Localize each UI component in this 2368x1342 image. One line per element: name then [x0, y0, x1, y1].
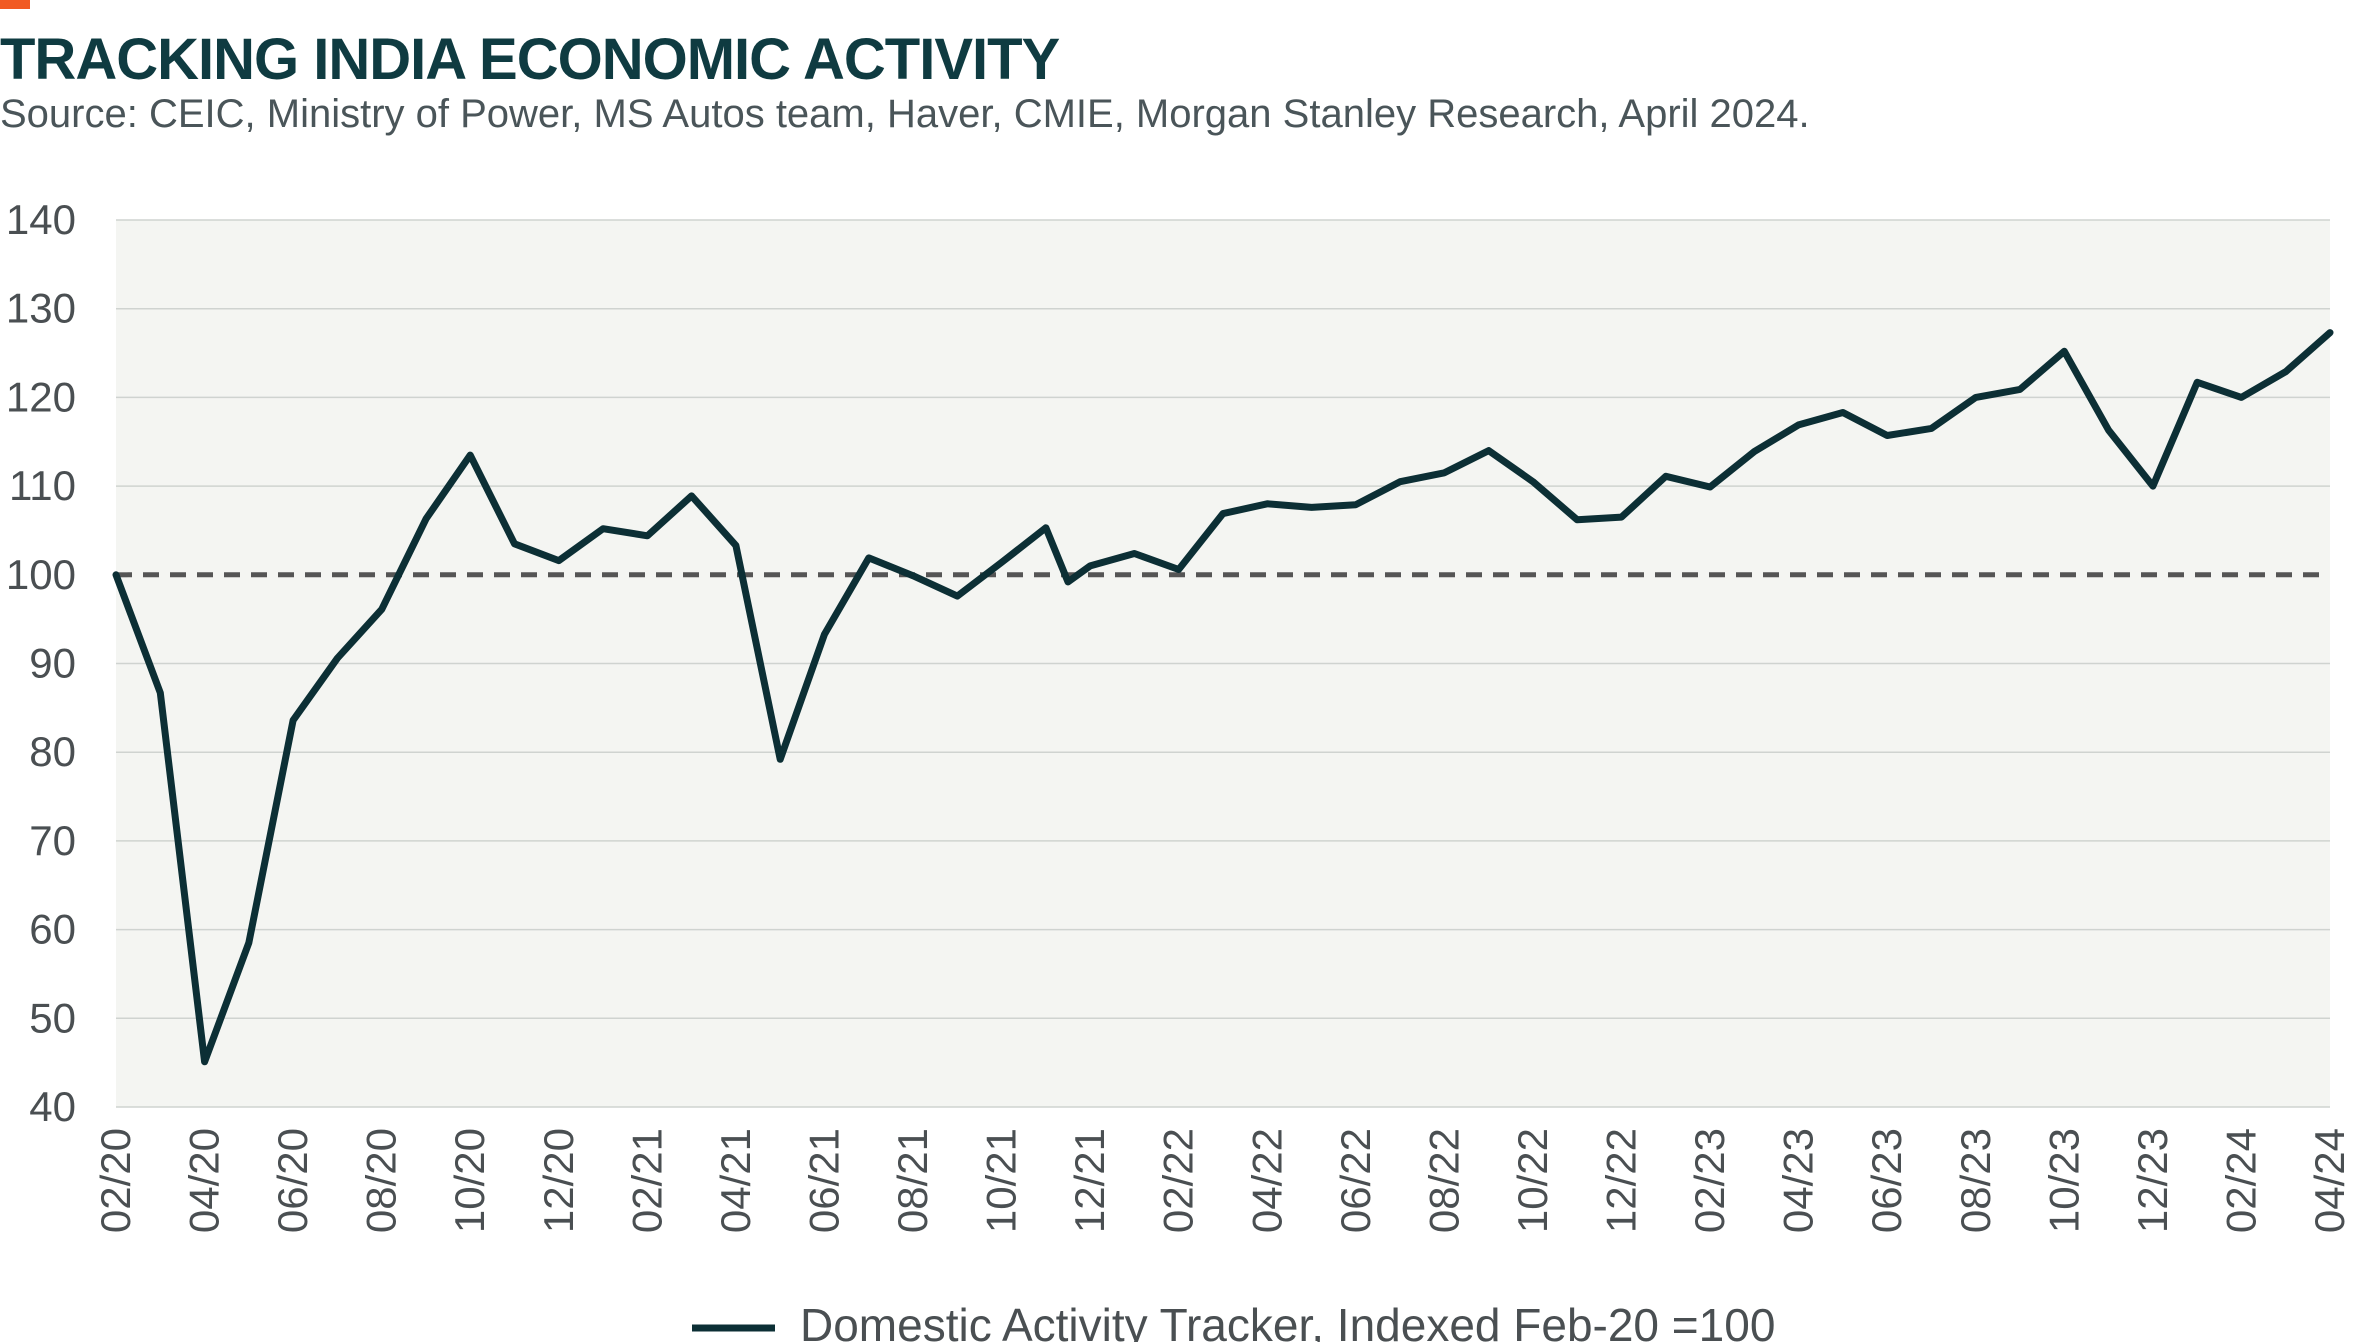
y-axis: 40 50 60 70 80 90 100 110 120 130 140 [6, 196, 76, 1130]
x-tick-label: 04/22 [1243, 1128, 1290, 1233]
chart-title: TRACKING INDIA ECONOMIC ACTIVITY [0, 27, 1060, 92]
x-tick-label: 08/22 [1420, 1128, 1467, 1233]
x-tick-label: 12/22 [1598, 1128, 1645, 1233]
x-tick-label: 08/20 [358, 1128, 405, 1233]
y-tick-label: 50 [29, 994, 76, 1041]
gridlines [116, 219, 2330, 1108]
x-axis: 02/20 04/20 06/20 08/20 10/20 12/20 02/21 04/21… [92, 1128, 2353, 1233]
x-tick-label: 02/21 [623, 1128, 670, 1233]
x-tick-label: 12/23 [2129, 1128, 2176, 1233]
y-tick-label: 70 [29, 817, 76, 864]
x-tick-label: 04/24 [2306, 1128, 2353, 1233]
legend-label: Domestic Activity Tracker, Indexed Feb-2… [800, 1299, 1775, 1342]
x-tick-label: 02/22 [1155, 1128, 1202, 1233]
y-tick-label: 90 [29, 640, 76, 687]
x-tick-label: 12/21 [1066, 1128, 1113, 1233]
accent-bar [0, 0, 30, 9]
x-tick-label: 10/22 [1509, 1128, 1556, 1233]
x-tick-label: 06/22 [1332, 1128, 1379, 1233]
x-tick-label: 08/21 [889, 1128, 936, 1233]
x-tick-label: 06/21 [800, 1128, 847, 1233]
x-tick-label: 02/20 [92, 1128, 139, 1233]
series-line-domestic-activity [112, 329, 2334, 1066]
y-tick-label: 110 [9, 462, 76, 509]
x-tick-label: 02/24 [2217, 1128, 2264, 1233]
y-tick-label: 60 [29, 906, 76, 953]
x-tick-label: 02/23 [1686, 1128, 1733, 1233]
x-tick-label: 06/20 [269, 1128, 316, 1233]
x-tick-label: 04/21 [712, 1128, 759, 1233]
y-tick-label: 140 [6, 196, 76, 243]
y-tick-label: 100 [6, 551, 76, 598]
y-tick-label: 120 [6, 373, 76, 420]
x-tick-label: 04/20 [181, 1128, 228, 1233]
x-tick-label: 08/23 [1952, 1128, 1999, 1233]
y-tick-label: 40 [29, 1083, 76, 1130]
legend: Domestic Activity Tracker, Indexed Feb-2… [692, 1299, 1775, 1342]
x-tick-label: 12/20 [535, 1128, 582, 1233]
chart-source: Source: CEIC, Ministry of Power, MS Auto… [0, 92, 1810, 136]
x-tick-label: 04/23 [1775, 1128, 1822, 1233]
x-tick-label: 06/23 [1863, 1128, 1910, 1233]
x-tick-label: 10/20 [446, 1128, 493, 1233]
y-tick-label: 80 [29, 728, 76, 775]
x-tick-label: 10/21 [978, 1128, 1025, 1233]
x-tick-label: 10/23 [2040, 1128, 2087, 1233]
y-tick-label: 130 [6, 285, 76, 332]
